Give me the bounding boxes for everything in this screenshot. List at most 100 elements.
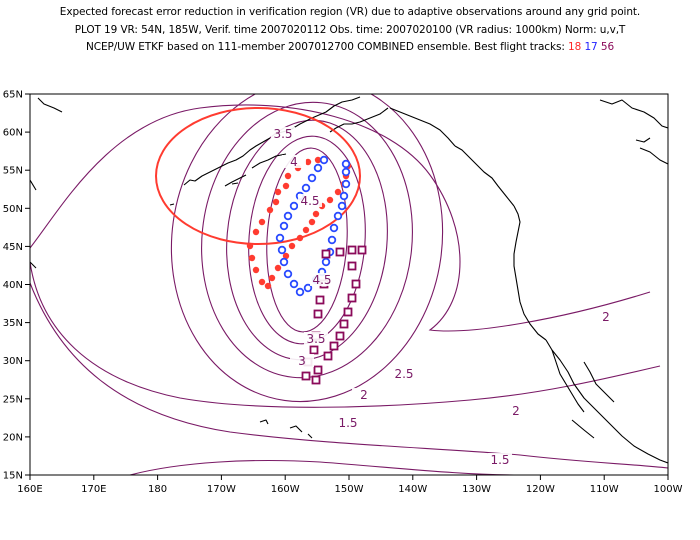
contour-line (266, 147, 348, 333)
coastline-layer (30, 96, 668, 464)
track-17-waypoint (277, 245, 287, 255)
contour-label-bg (271, 127, 295, 140)
coastline (513, 205, 547, 341)
track-18-waypoint (282, 182, 290, 190)
lat-tick-label: 15N (3, 471, 23, 482)
track-18-waypoint (258, 278, 266, 286)
contour-line (129, 459, 521, 475)
track-17-waypoint (321, 257, 331, 267)
lat-tick-label: 35N (3, 318, 23, 329)
contour-line (226, 119, 388, 361)
track-56-waypoint (329, 341, 339, 351)
coastline (545, 339, 668, 464)
track-56-waypoint (357, 245, 367, 255)
track-label-56: 56 (600, 41, 615, 53)
lat-tick-label: 45N (3, 242, 23, 253)
track-18-waypoint (268, 274, 276, 282)
track-56-waypoint (323, 351, 333, 361)
contour-value-label: 2 (360, 388, 368, 402)
title-line-1: Expected forecast error reduction in ver… (59, 6, 641, 18)
lon-tick-label: 170W (207, 484, 236, 495)
contour-line (30, 282, 668, 469)
lon-tick-label: 120W (526, 484, 555, 495)
coastline (30, 179, 37, 191)
track-17-waypoint (289, 201, 299, 211)
track-17-waypoint (283, 211, 293, 221)
track-17-waypoint (319, 155, 329, 165)
track-56-waypoint (313, 309, 323, 319)
lon-tick-label: 110W (590, 484, 619, 495)
verification-region-circle (155, 107, 361, 245)
track-17-waypoint (337, 201, 347, 211)
coastline (30, 261, 37, 269)
track-18-waypoint (312, 210, 320, 218)
track-17-waypoint (289, 279, 299, 289)
coastline (639, 147, 668, 165)
coastline (329, 107, 389, 133)
contour-value-label: 3.5 (273, 127, 292, 141)
track-56-waypoint (343, 307, 353, 317)
lon-tick-label: 160W (271, 484, 300, 495)
contour-value-label: 1.5 (490, 453, 509, 467)
coastline (37, 97, 63, 113)
track-18-waypoint (274, 188, 282, 196)
contour-value-label: 2 (512, 404, 520, 418)
lat-tick-label: 30N (3, 356, 23, 367)
coastline (289, 425, 303, 433)
track-17-waypoint (329, 223, 339, 233)
track-17-waypoint (341, 179, 351, 189)
lat-tick-label: 40N (3, 280, 23, 291)
track-17-waypoint (307, 173, 317, 183)
track-56-waypoint (301, 371, 311, 381)
track-17-waypoint (279, 257, 289, 267)
track-18-waypoint (252, 228, 260, 236)
track-18-waypoint (314, 156, 322, 164)
track-56-waypoint (311, 375, 321, 385)
contour-value-label: 4.5 (300, 194, 319, 208)
track-56-waypoint (351, 279, 361, 289)
contour-value-label: 2 (602, 310, 610, 324)
axis-layer: 160E 170E 180 170W 160W 150W 140W 130W 120W 110W 1… (3, 90, 683, 496)
coastline (183, 137, 271, 186)
lat-tick-label: 20N (3, 432, 23, 443)
coastline (599, 99, 668, 129)
track-18-waypoint (274, 264, 282, 272)
track-17-waypoint (341, 167, 351, 177)
coastline (259, 419, 269, 425)
lat-tick-label: 55N (3, 166, 23, 177)
contour-label-bg (310, 273, 334, 286)
track-18-waypoint (326, 196, 334, 204)
track-17-waypoint (333, 211, 343, 221)
contour-label-bg (336, 416, 360, 429)
track-56-waypoint (335, 247, 345, 257)
lat-tick-label: 50N (3, 204, 23, 215)
contour-value-label: 3.5 (306, 332, 325, 346)
title-line-3: NCEP/UW ETKF based on 111-member 2007012… (0, 39, 700, 57)
track-17-waypoint (303, 283, 313, 293)
contour-line (248, 135, 366, 345)
contour-value-label: 3 (298, 354, 306, 368)
track-18-waypoint (272, 198, 280, 206)
contour-label-bg (392, 367, 416, 380)
flight-track-layer (246, 155, 367, 385)
coastline (251, 153, 287, 169)
coastline (389, 107, 456, 147)
track-56-waypoint (339, 319, 349, 329)
lon-tick-label: 180 (148, 484, 167, 495)
track-18-waypoint (252, 266, 260, 274)
coastline (231, 182, 239, 185)
contour-line (30, 261, 661, 408)
track-56-waypoint (313, 365, 323, 375)
track-18-waypoint (266, 206, 274, 214)
track-18-waypoint (258, 218, 266, 226)
track-18-waypoint (282, 252, 290, 260)
track-17-waypoint (313, 163, 323, 173)
contour-label-bg (282, 155, 306, 168)
contour-line (170, 94, 444, 403)
lon-tick-label: 150W (335, 484, 364, 495)
coastline (169, 203, 175, 206)
track-18-waypoint (302, 226, 310, 234)
track-18-waypoint (288, 242, 296, 250)
